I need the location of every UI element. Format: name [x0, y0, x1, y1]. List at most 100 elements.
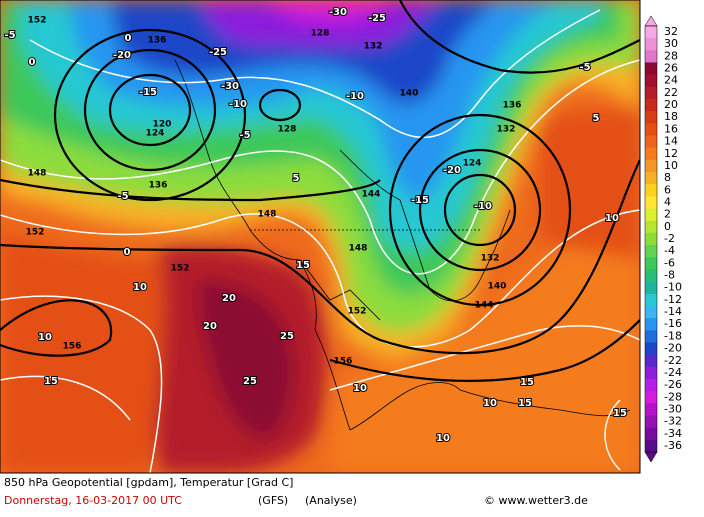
- colorbar-swatch: [645, 159, 657, 173]
- temperature-label: -15: [411, 195, 429, 206]
- height-label: 144: [475, 301, 494, 311]
- colorbar-swatch: [645, 330, 657, 343]
- temperature-label: 0: [29, 57, 36, 68]
- temperature-label: 10: [605, 213, 619, 224]
- footer-title: 850 hPa Geopotential [gpdam], Temperatur…: [4, 476, 293, 489]
- height-label: 152: [28, 16, 47, 26]
- footer-run: (Analyse): [305, 494, 357, 507]
- colorbar-label: 12: [664, 147, 678, 160]
- temperature-label: -10: [346, 91, 364, 102]
- footer-date: Donnerstag, 16-03-2017 00 UTC: [4, 494, 182, 507]
- temperature-label: -30: [221, 81, 239, 92]
- temperature-label: -5: [117, 191, 128, 202]
- temperature-label: 20: [222, 293, 236, 304]
- height-label: 156: [63, 342, 82, 352]
- colorbar-swatch: [645, 354, 657, 368]
- colorbar-label: 4: [664, 195, 671, 208]
- colorbar-label: -2: [664, 232, 675, 245]
- colorbar-swatch: [645, 62, 657, 76]
- colorbar-label: 2: [664, 208, 671, 221]
- colorbar: 32302826242220181614121086420-2-4-6-8-10…: [644, 15, 682, 463]
- temperature-label: 15: [296, 260, 310, 271]
- height-label: 136: [148, 36, 167, 46]
- colorbar-label: 14: [664, 135, 678, 148]
- temperature-label: -20: [443, 165, 461, 176]
- colorbar-swatch: [645, 172, 657, 185]
- colorbar-label: -24: [664, 366, 682, 379]
- height-label: 152: [26, 228, 45, 238]
- colorbar-swatch: [645, 232, 657, 246]
- temperature-label: 10: [483, 398, 497, 409]
- temperature-label: 20: [203, 321, 217, 332]
- colorbar-arrow: [644, 451, 658, 463]
- colorbar-swatch: [645, 427, 657, 441]
- height-label: 128: [278, 125, 297, 135]
- height-label: 148: [28, 169, 47, 179]
- temperature-label: 10: [436, 433, 450, 444]
- colorbar-label: 0: [664, 220, 671, 233]
- temperature-label: -10: [474, 201, 492, 212]
- map-labels: 152 136 132 128 120 124 136 148 152 148 …: [3, 6, 628, 445]
- colorbar-label: -8: [664, 269, 675, 282]
- colorbar-swatch: [645, 196, 657, 210]
- colorbar-label: -14: [664, 305, 682, 318]
- height-label: 136: [149, 181, 168, 191]
- colorbar-label: -16: [664, 317, 682, 330]
- colorbar-label: 16: [664, 122, 678, 135]
- height-label: 156: [334, 357, 353, 367]
- colorbar-swatch: [645, 38, 657, 51]
- height-label: 128: [311, 29, 330, 39]
- height-label: 144: [362, 190, 381, 200]
- temperature-label: -25: [209, 47, 227, 58]
- colorbar-label: 26: [664, 62, 678, 75]
- colorbar-label: -34: [664, 427, 682, 440]
- colorbar-label: -22: [664, 354, 682, 367]
- colorbar-swatch: [645, 403, 657, 417]
- temperature-label: -10: [229, 99, 247, 110]
- temperature-label: 25: [280, 331, 294, 342]
- temperature-label: 25: [243, 376, 257, 387]
- temperature-label: -5: [4, 30, 15, 41]
- temperature-label: 0: [125, 33, 132, 44]
- colorbar-label: -20: [664, 342, 682, 355]
- colorbar-swatch: [645, 98, 657, 112]
- colorbar-swatch: [645, 25, 657, 39]
- colorbar-label: -32: [664, 415, 682, 428]
- colorbar-swatch: [645, 342, 657, 356]
- temperature-label: -25: [368, 13, 386, 24]
- temperature-label: 0: [124, 247, 131, 258]
- height-label: 140: [488, 282, 507, 292]
- temperature-label: 15: [518, 398, 532, 409]
- colorbar-label: -6: [664, 256, 675, 269]
- colorbar-swatch: [645, 391, 657, 404]
- colorbar-label: 32: [664, 25, 678, 38]
- colorbar-swatch: [645, 74, 657, 88]
- colorbar-swatch: [645, 318, 657, 331]
- height-label: 132: [497, 125, 516, 135]
- height-label: 148: [258, 210, 277, 220]
- colorbar-swatch: [645, 305, 657, 319]
- colorbar-arrow: [644, 15, 658, 27]
- colorbar-label: -30: [664, 402, 682, 415]
- colorbar-label: -26: [664, 378, 682, 391]
- colorbar-swatch: [645, 257, 657, 270]
- colorbar-label: -4: [664, 244, 675, 257]
- temperature-label: -15: [139, 87, 157, 98]
- footer-credit: © www.wetter3.de: [484, 494, 588, 507]
- colorbar-label: 18: [664, 110, 678, 123]
- colorbar-label: 24: [664, 74, 678, 87]
- colorbar-swatch: [645, 123, 657, 136]
- height-label: 124: [463, 159, 482, 169]
- colorbar-swatch: [645, 415, 657, 429]
- temperature-label: -20: [113, 50, 131, 61]
- colorbar-label: -36: [664, 439, 682, 452]
- height-label: 140: [400, 89, 419, 99]
- temperature-label: 15: [44, 376, 58, 387]
- colorbar-label: 30: [664, 37, 678, 50]
- height-label: 152: [171, 264, 190, 274]
- colorbar-swatch: [645, 50, 657, 63]
- colorbar-label: -12: [664, 293, 682, 306]
- temperature-label: -5: [239, 130, 250, 141]
- colorbar-swatch: [645, 147, 657, 161]
